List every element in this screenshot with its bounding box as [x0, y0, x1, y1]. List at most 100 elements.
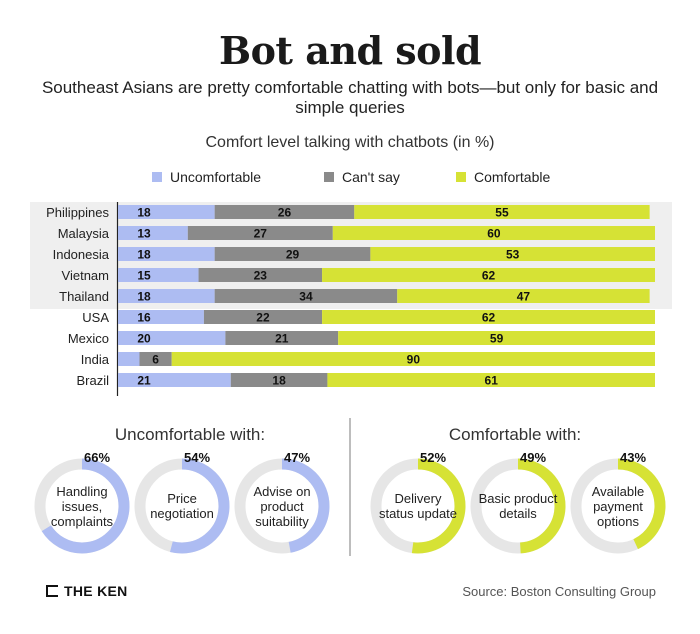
legend-label-cant-say: Can't say: [342, 169, 400, 185]
data-label-cant-say: 21: [275, 332, 289, 346]
comfortable-donut: 49% Basic product details: [468, 450, 568, 556]
donut-label: Price negotiation: [150, 491, 214, 521]
data-label-comfortable: 61: [485, 374, 499, 388]
category-label: Malaysia: [58, 226, 110, 241]
bar-cant-say: [203, 310, 323, 324]
legend-uncomfortable: Uncomfortable: [152, 168, 261, 186]
data-label-cant-say: 18: [272, 374, 286, 388]
uncomfortable-donut: 54% Price negotiation: [132, 450, 232, 556]
data-label-cant-say: 26: [278, 206, 292, 220]
legend-swatch-cant-say: [324, 172, 334, 182]
bar-cant-say: [214, 289, 398, 303]
bar-uncomfortable: [118, 268, 199, 282]
bar-uncomfortable: [118, 226, 188, 240]
comfortable-donut: 43% Available payment options: [568, 450, 668, 556]
bar-comfortable: [322, 310, 655, 324]
data-label-comfortable: 59: [490, 332, 504, 346]
data-label-uncomfortable: 21: [137, 374, 151, 388]
data-label-cant-say: 34: [299, 290, 313, 304]
category-label: Brazil: [76, 373, 109, 388]
bar-comfortable: [354, 205, 650, 219]
data-label-uncomfortable: 16: [137, 311, 151, 325]
donut-label: Available payment options: [591, 483, 645, 529]
bar-uncomfortable: [118, 373, 231, 387]
category-label: Mexico: [68, 331, 109, 346]
legend-swatch-comfortable: [456, 172, 466, 182]
stacked-bar-chart: Philippines 18 26 55 Malaysia 13 27 60 Indonesia…: [30, 202, 672, 396]
bar-cant-say: [187, 226, 333, 240]
donut-percent: 66%: [84, 450, 111, 465]
data-label-comfortable: 62: [482, 311, 496, 325]
donut-percent: 43%: [620, 450, 647, 465]
bar-cant-say: [230, 373, 328, 387]
brand-logo-text: THE KEN: [64, 583, 128, 599]
donut-percent: 54%: [184, 450, 211, 465]
data-label-uncomfortable: 20: [137, 332, 151, 346]
bar-uncomfortable: [118, 205, 215, 219]
donut-label: Advise on product suitability: [253, 483, 311, 529]
donut-arc: [134, 458, 230, 554]
ken-logo-icon: [46, 585, 58, 597]
bar-uncomfortable: [118, 247, 215, 261]
data-label-cant-say: 6: [152, 353, 159, 367]
bar-comfortable: [322, 268, 655, 282]
bar-comfortable: [327, 373, 655, 387]
donut-label: Delivery status update: [378, 491, 458, 521]
bar-comfortable: [332, 226, 655, 240]
donut-arc: [570, 458, 666, 554]
bar-cant-say: [198, 268, 323, 282]
bar-uncomfortable: [118, 310, 204, 324]
subtitle: Southeast Asians are pretty comfortable …: [41, 78, 659, 117]
chart-title: Comfort level talking with chatbots (in …: [205, 134, 495, 151]
brand-logo: THE KEN: [46, 583, 128, 599]
source-note: Source: Boston Consulting Group: [462, 584, 656, 599]
donut-arc: [370, 458, 466, 554]
bar-comfortable: [171, 352, 655, 366]
bar-cant-say: [214, 205, 355, 219]
donut-arc: [34, 458, 130, 554]
legend-comfortable: Comfortable: [456, 168, 550, 186]
comfortable-donut: 52% Delivery status update: [368, 450, 468, 556]
donut-arc: [470, 458, 566, 554]
legend-label-comfortable: Comfortable: [474, 169, 551, 185]
donut-percent: 49%: [520, 450, 547, 465]
donut-label: Basic product details: [478, 491, 558, 521]
data-label-comfortable: 62: [482, 269, 496, 283]
category-label: Indonesia: [53, 247, 110, 262]
page-title: Bot and sold: [218, 28, 482, 73]
legend-swatch-uncomfortable: [152, 172, 162, 182]
data-label-uncomfortable: 13: [137, 227, 151, 241]
bar-cant-say: [214, 247, 371, 261]
category-label: Vietnam: [62, 268, 109, 283]
data-label-cant-say: 22: [256, 311, 270, 325]
data-label-uncomfortable: 18: [137, 290, 151, 304]
category-label: Thailand: [59, 289, 109, 304]
data-label-cant-say: 27: [254, 227, 268, 241]
data-label-comfortable: 53: [506, 248, 520, 262]
bar-comfortable: [370, 247, 655, 261]
donut-percent: 47%: [284, 450, 311, 465]
data-label-uncomfortable: 18: [137, 248, 151, 262]
bar-uncomfortable: [118, 331, 226, 345]
legend-cant-say: Can't say: [324, 168, 400, 186]
data-label-comfortable: 60: [487, 227, 501, 241]
comfortable-with-title: Comfortable with:: [448, 425, 582, 444]
bar-uncomfortable: [118, 352, 140, 366]
legend-label-uncomfortable: Uncomfortable: [170, 169, 262, 185]
category-label: Philippines: [46, 205, 109, 220]
bar-comfortable: [397, 289, 650, 303]
uncomfortable-donut: 47% Advise on product suitability: [232, 450, 332, 556]
donut-arc: [234, 458, 330, 554]
data-label-uncomfortable: 15: [137, 269, 151, 283]
donut-percent: 52%: [420, 450, 447, 465]
section-divider: [349, 418, 351, 556]
bar-cant-say: [225, 331, 339, 345]
uncomfortable-donut: 66% Handling issues, complaints: [32, 450, 132, 556]
bar-comfortable: [338, 331, 655, 345]
data-label-comfortable: 47: [517, 290, 531, 304]
bar-uncomfortable: [118, 289, 215, 303]
donut-label: Handling issues, complaints: [50, 483, 114, 529]
data-label-cant-say: 23: [254, 269, 268, 283]
category-label: India: [81, 352, 110, 367]
data-label-comfortable: 90: [407, 353, 421, 367]
